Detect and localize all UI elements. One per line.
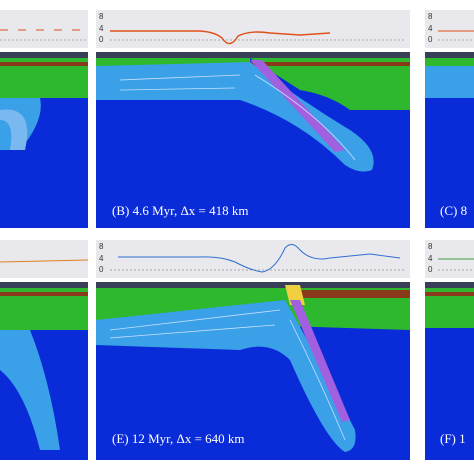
panel-e: 8 4 0 (E) 12 Myr, Δx = 640 km xyxy=(96,240,410,460)
panel-b: 8 4 0 (B) 4.6 Myr, Δx = 418 km xyxy=(96,10,410,228)
panel-c: 8 4 0 (C) 8 xyxy=(425,10,474,228)
panel-label: (E) 12 Myr, Δx = 640 km xyxy=(112,431,245,446)
tick-label: 4 xyxy=(99,24,104,33)
panel-a xyxy=(0,10,88,228)
tick-label: 8 xyxy=(428,242,433,251)
panel-label: (F) 1 xyxy=(440,431,466,446)
tick-label: 0 xyxy=(99,35,104,44)
panel-d xyxy=(0,240,89,460)
panel-label: (B) 4.6 Myr, Δx = 418 km xyxy=(112,203,249,218)
tick-label: 8 xyxy=(428,12,433,21)
tick-label: 0 xyxy=(428,265,433,274)
tick-label: 4 xyxy=(428,254,433,263)
tick-label: 8 xyxy=(99,12,104,21)
tick-label: 0 xyxy=(99,265,104,274)
tick-label: 4 xyxy=(428,24,433,33)
panel-f: 8 4 0 (F) 1 xyxy=(425,240,474,460)
tick-label: 8 xyxy=(99,242,104,251)
panel-label: (C) 8 xyxy=(440,203,467,218)
tick-label: 4 xyxy=(99,254,104,263)
tick-label: 0 xyxy=(428,35,433,44)
